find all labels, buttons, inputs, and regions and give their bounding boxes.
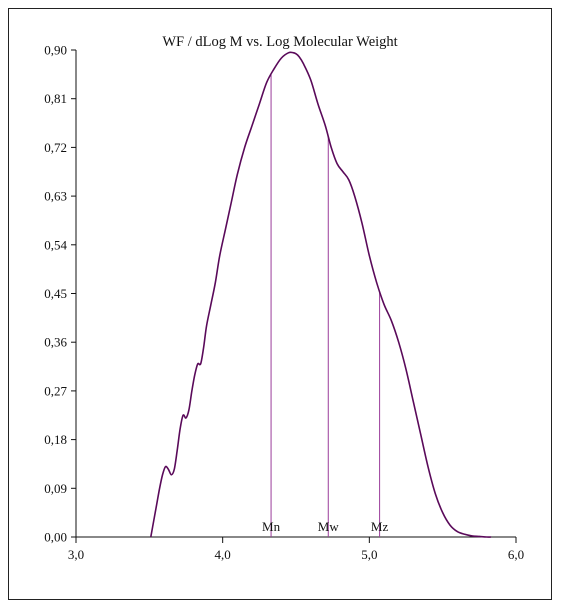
y-tick-label: 0,90: [44, 43, 67, 58]
y-tick-label: 0,00: [44, 530, 67, 545]
molecular-weight-markers: Mn Mw Mz: [262, 74, 388, 537]
y-tick-label: 0,18: [44, 432, 67, 447]
axes: 0,00 0,09 0,18 0,27 0,36 0,45 0,54 0,63 0,72 0,81…: [44, 43, 524, 563]
marker-label: Mz: [371, 519, 389, 534]
y-tick-label: 0,63: [44, 189, 67, 204]
y-tick-label: 0,72: [44, 140, 67, 155]
x-tick-label: 3,0: [68, 547, 84, 562]
y-tick-label: 0,54: [44, 237, 67, 252]
series-layer: [150, 51, 492, 538]
x-tick-label: 5,0: [361, 547, 377, 562]
y-tick-label: 0,27: [44, 383, 67, 398]
x-tick-label: 6,0: [508, 547, 524, 562]
y-tick-label: 0,36: [44, 335, 67, 350]
chart-frame: [8, 8, 552, 600]
marker-label: Mn: [262, 519, 281, 534]
series-line: [150, 51, 492, 538]
chart-title: WF / dLog M vs. Log Molecular Weight: [162, 34, 397, 50]
y-tick-label: 0,81: [44, 91, 67, 106]
y-tick-label: 0,45: [44, 286, 67, 301]
marker-label: Mw: [318, 519, 340, 534]
y-tick-label: 0,09: [44, 481, 67, 496]
x-tick-label: 4,0: [215, 547, 231, 562]
